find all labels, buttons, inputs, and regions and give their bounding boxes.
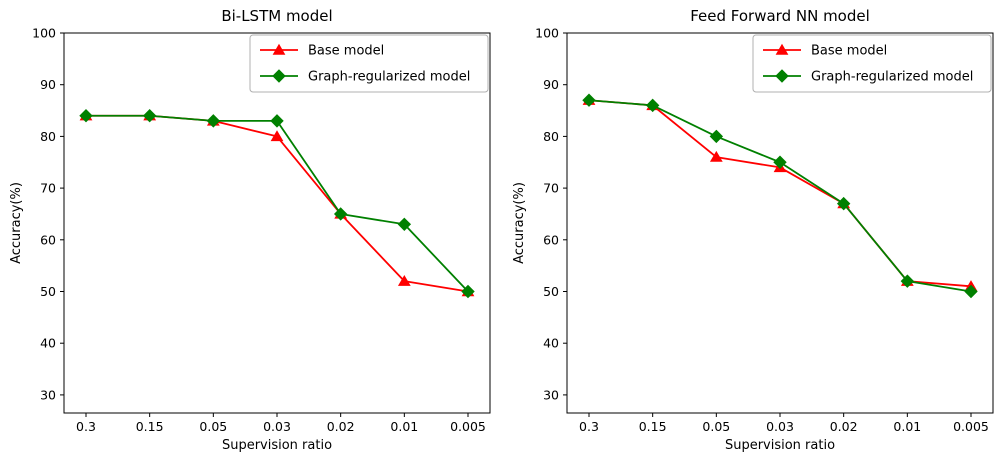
x-tick-label: 0.05 bbox=[702, 419, 730, 434]
x-tick-label: 0.01 bbox=[893, 419, 921, 434]
legend-label: Graph-regularized model bbox=[308, 70, 470, 85]
legend-box bbox=[752, 34, 992, 93]
series-marker-1 bbox=[709, 129, 724, 144]
series-marker-0 bbox=[397, 274, 411, 286]
series-marker-1 bbox=[333, 207, 348, 221]
x-tick-label: 0.3 bbox=[579, 419, 599, 434]
x-tick-label: 0.005 bbox=[953, 419, 989, 434]
y-tick-label: 100 bbox=[32, 26, 56, 41]
y-tick-label: 90 bbox=[543, 77, 559, 92]
x-axis-label: Supervision ratio bbox=[222, 438, 332, 453]
chart-title: Feed Forward NN model bbox=[690, 7, 870, 25]
series-line-1 bbox=[588, 99, 972, 293]
y-tick-label: 70 bbox=[543, 181, 559, 196]
series-marker-0 bbox=[270, 130, 284, 142]
y-tick-label: 80 bbox=[40, 129, 56, 144]
series-marker-0 bbox=[709, 150, 723, 162]
series-line-0 bbox=[588, 99, 972, 288]
legend-label: Graph-regularized model bbox=[811, 70, 973, 85]
x-axis-label: Supervision ratio bbox=[725, 438, 835, 453]
bilstm-model-chart: Bi-LSTM model 30 40 50 60 70 80 90 100 0.3 0.15 0.0… bbox=[9, 7, 491, 453]
legend-sample-marker bbox=[775, 69, 789, 83]
series-marker-1 bbox=[900, 274, 915, 288]
x-tick-label: 0.03 bbox=[263, 419, 291, 434]
series-marker-1 bbox=[270, 114, 284, 128]
y-tick-label: 80 bbox=[543, 129, 559, 144]
y-tick-label: 40 bbox=[40, 336, 56, 351]
series-line-1 bbox=[86, 114, 469, 293]
legend-label: Base model bbox=[308, 44, 384, 59]
y-tick-label: 50 bbox=[543, 284, 559, 299]
series-line-0 bbox=[86, 114, 469, 293]
series-marker-1 bbox=[461, 284, 475, 299]
y-tick-label: 100 bbox=[535, 26, 559, 41]
series-marker-1 bbox=[206, 114, 221, 128]
y-tick-label: 30 bbox=[543, 387, 559, 402]
y-tick-label: 60 bbox=[40, 232, 56, 247]
y-axis-label: Accuracy(%) bbox=[512, 182, 527, 264]
x-tick-label: 0.3 bbox=[76, 419, 96, 434]
legend-sample-marker bbox=[272, 43, 286, 55]
series-marker-1 bbox=[773, 155, 787, 169]
legend-sample-marker bbox=[272, 69, 286, 83]
x-tick-label: 0.15 bbox=[639, 419, 667, 434]
x-tick-label: 0.15 bbox=[136, 419, 164, 434]
y-tick-label: 70 bbox=[40, 181, 56, 196]
x-tick-label: 0.02 bbox=[830, 419, 858, 434]
y-tick-label: 90 bbox=[40, 77, 56, 92]
y-tick-label: 60 bbox=[543, 232, 559, 247]
legend-box bbox=[249, 34, 489, 93]
y-tick-label: 40 bbox=[543, 336, 559, 351]
series-marker-1 bbox=[79, 109, 93, 123]
legend-sample-marker bbox=[775, 43, 789, 55]
x-tick-label: 0.01 bbox=[390, 419, 418, 434]
x-tick-label: 0.03 bbox=[766, 419, 794, 434]
x-tick-label: 0.05 bbox=[199, 419, 227, 434]
series-marker-1 bbox=[836, 196, 851, 211]
series-marker-1 bbox=[397, 217, 412, 232]
series-marker-1 bbox=[964, 284, 978, 299]
legend-label: Base model bbox=[811, 44, 887, 59]
series-marker-1 bbox=[645, 98, 660, 113]
y-axis-label: Accuracy(%) bbox=[9, 182, 24, 264]
y-tick-label: 30 bbox=[40, 387, 56, 402]
series-marker-1 bbox=[142, 109, 157, 123]
x-tick-label: 0.005 bbox=[450, 419, 486, 434]
feed-forward-nn-model-chart: Feed Forward NN model 30 40 50 60 70 80 90 100 0.… bbox=[512, 7, 994, 453]
x-tick-label: 0.02 bbox=[327, 419, 355, 434]
series-marker-1 bbox=[582, 93, 596, 107]
y-tick-label: 50 bbox=[40, 284, 56, 299]
chart-title: Bi-LSTM model bbox=[221, 7, 332, 25]
